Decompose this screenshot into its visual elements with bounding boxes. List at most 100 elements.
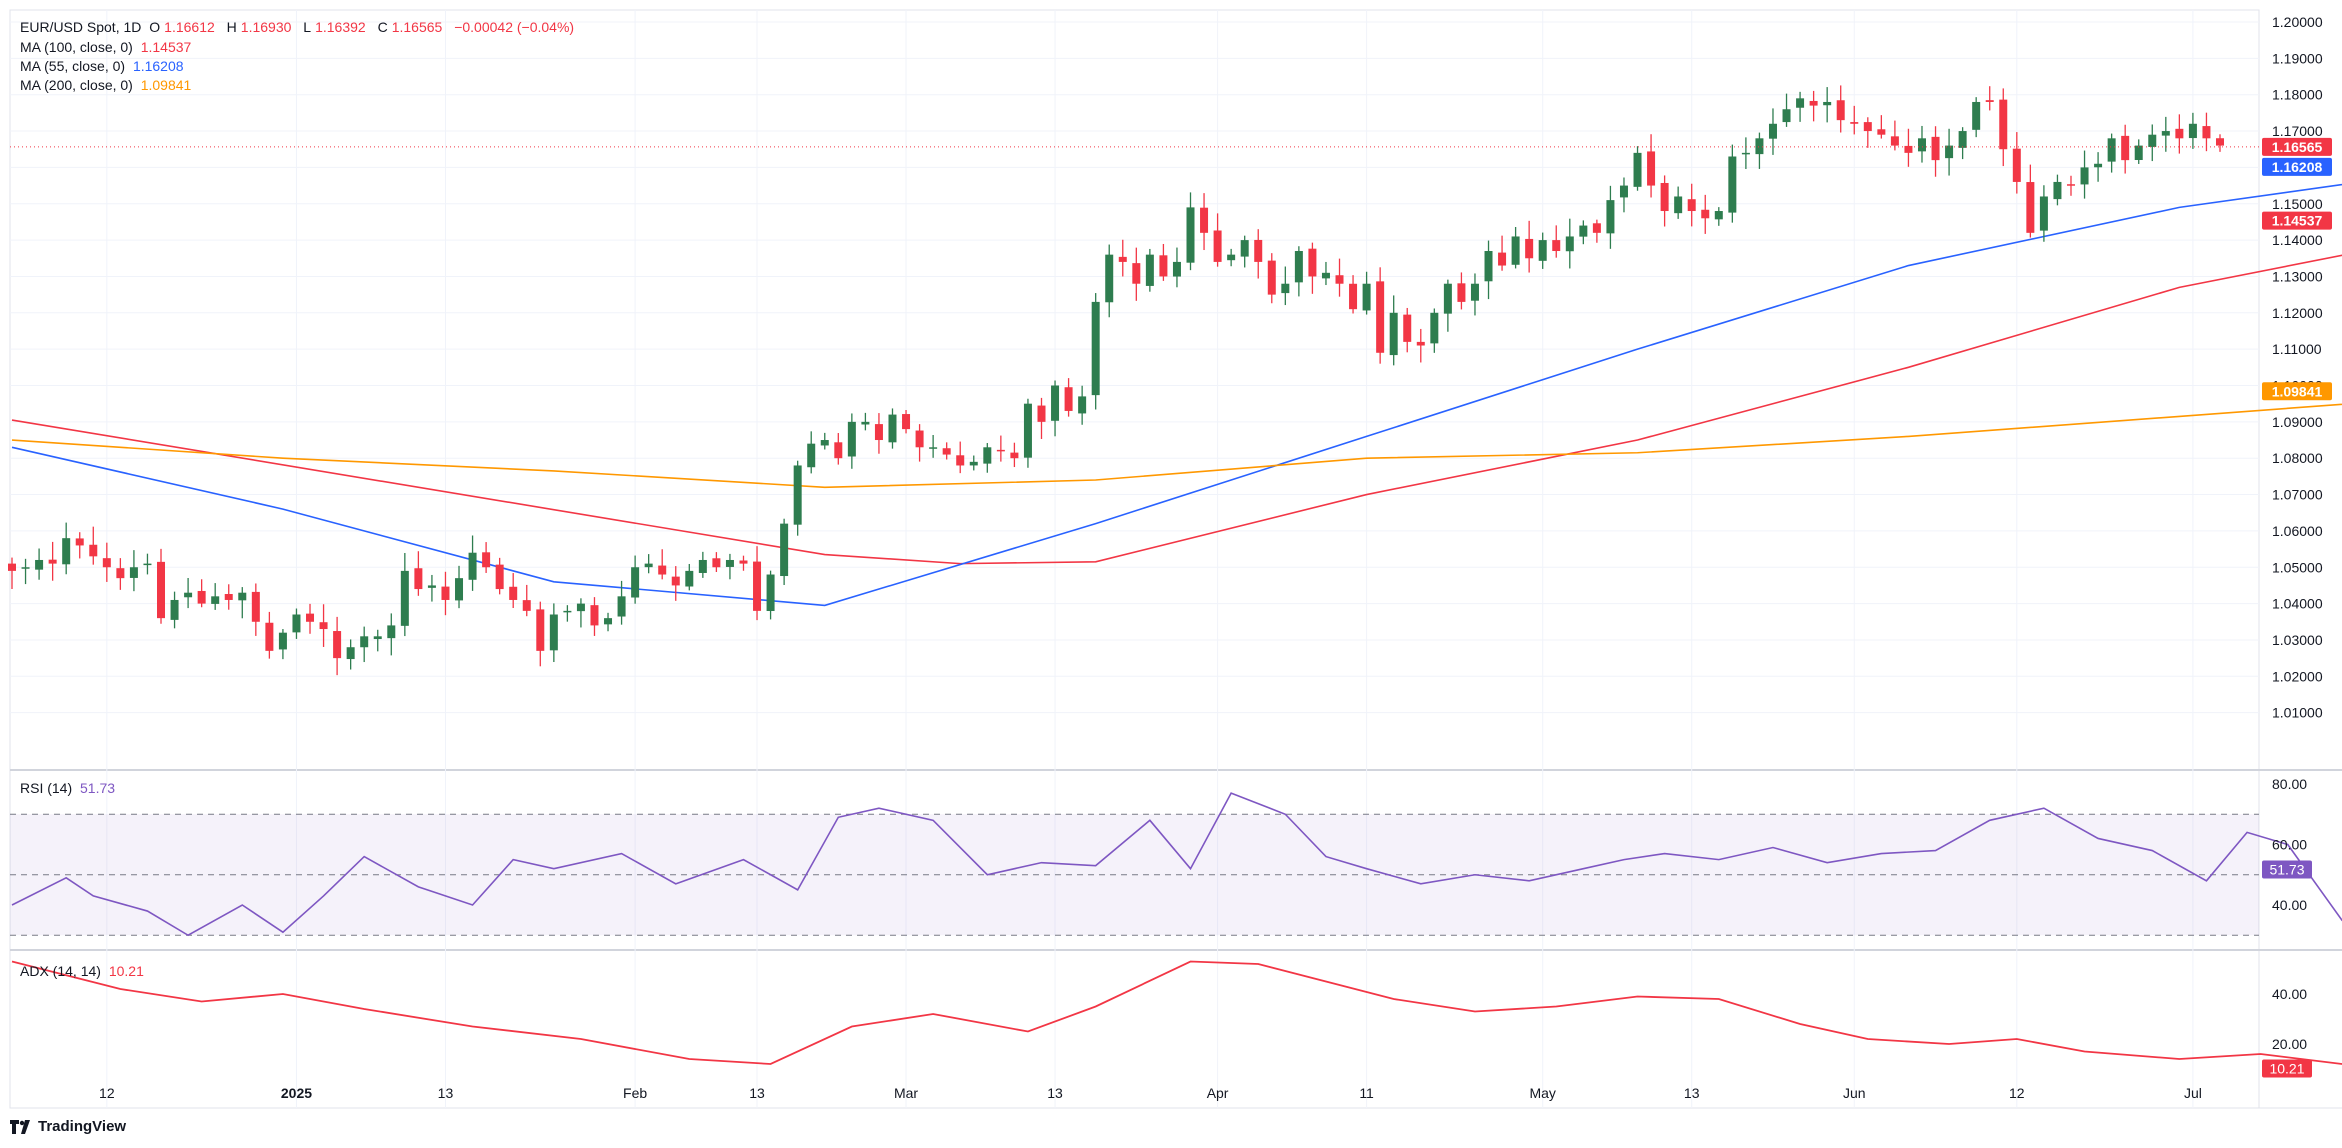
candle-body <box>1308 248 1317 277</box>
x-tick-label: Mar <box>894 1085 918 1101</box>
candle-body <box>1186 207 1195 263</box>
y-tick-label: 1.03000 <box>2272 632 2323 648</box>
candle-body <box>495 564 504 590</box>
candle-body <box>712 558 721 568</box>
candle-body <box>969 461 978 466</box>
candle-body <box>1443 283 1452 314</box>
candle-body <box>1200 207 1209 233</box>
ma200-legend[interactable]: MA (200, close, 0) 1.09841 <box>20 76 195 94</box>
y-tick-label: 1.06000 <box>2272 523 2323 539</box>
candle-body <box>1863 122 1872 132</box>
candle-body <box>21 567 30 569</box>
adx-tick-label: 20.00 <box>2272 1036 2307 1052</box>
rsi-legend[interactable]: RSI (14) 51.73 <box>20 779 119 797</box>
candle-body <box>942 448 951 455</box>
candle-body <box>48 559 57 564</box>
candle-body <box>1267 260 1276 295</box>
candle-body <box>631 567 640 598</box>
candle-body <box>2066 184 2075 186</box>
candle-body <box>1931 136 1940 161</box>
price-label-text: 1.14537 <box>2272 213 2323 229</box>
price-label-box <box>2262 211 2332 230</box>
candle-body <box>387 625 396 639</box>
candle-body <box>617 596 626 617</box>
adx-value-box <box>2262 1059 2312 1078</box>
x-tick-label: 2025 <box>281 1085 312 1101</box>
ma55-legend[interactable]: MA (55, close, 0) 1.16208 <box>20 57 188 75</box>
candle-body <box>956 455 965 466</box>
ma55-value: 1.16208 <box>132 58 184 74</box>
symbol-title[interactable]: EUR/USD Spot, 1D <box>20 19 142 35</box>
adx-label: ADX (14, 14) <box>20 963 101 979</box>
candle-body <box>2134 145 2143 161</box>
candle-body <box>1701 209 1710 219</box>
candle-body <box>1498 252 1507 266</box>
candle-body <box>576 603 585 612</box>
candle-body <box>1579 225 1588 237</box>
candle-body <box>1457 283 1466 302</box>
candle-body <box>1999 99 2008 150</box>
candle-body <box>658 565 667 575</box>
low-label: L <box>303 19 312 35</box>
adx-legend[interactable]: ADX (14, 14) 10.21 <box>20 962 148 980</box>
candle-body <box>509 586 518 600</box>
adx-tick-label: 40.00 <box>2272 986 2307 1002</box>
candle-body <box>1470 283 1479 301</box>
candle-body <box>1958 131 1967 148</box>
candle-body <box>1904 145 1913 153</box>
candle-body <box>1782 109 1791 123</box>
candle-body <box>1741 152 1750 155</box>
moving-average-lines <box>11 183 2342 607</box>
ma100-value: 1.14537 <box>140 39 192 55</box>
tradingview-logo[interactable]: TradingView <box>10 1118 126 1135</box>
ma100-legend[interactable]: MA (100, close, 0) 1.14537 <box>20 38 195 56</box>
candle-body <box>211 596 220 604</box>
candle-body <box>739 560 748 564</box>
candle-body <box>590 605 599 626</box>
grid-lines <box>9 9 2342 1109</box>
candle-body <box>725 559 734 567</box>
candle-body <box>996 449 1005 452</box>
ma-line <box>11 183 2342 607</box>
candle-body <box>1606 200 1615 234</box>
candle-body <box>1796 98 1805 108</box>
candle-body <box>1091 301 1100 396</box>
candle-body <box>1037 405 1046 422</box>
price-label-text: 1.16208 <box>2272 159 2323 175</box>
y-tick-label: 1.07000 <box>2272 487 2323 503</box>
high-label: H <box>226 19 237 35</box>
rsi-pane <box>10 792 2342 937</box>
candle-body <box>1430 312 1439 344</box>
y-tick-label: 1.02000 <box>2272 668 2323 684</box>
price-label-text: 1.09841 <box>2272 383 2323 399</box>
candle-body <box>197 590 206 604</box>
x-tick-label: Apr <box>1207 1085 1229 1101</box>
candle-body <box>2026 182 2035 233</box>
ma-line <box>11 403 2342 489</box>
candle-body <box>2175 128 2184 139</box>
candle-body <box>1850 122 1859 124</box>
x-tick-label: 11 <box>1359 1085 1374 1101</box>
candle-body <box>1078 396 1087 414</box>
axes: 1.200001.190001.180001.170001.160001.150… <box>99 14 2323 1101</box>
candle-body <box>35 559 44 570</box>
candle-body <box>1105 254 1114 303</box>
candle-body <box>278 632 287 650</box>
x-tick-label: Feb <box>623 1085 647 1101</box>
ma200-value: 1.09841 <box>140 77 192 93</box>
candle-body <box>1145 254 1154 286</box>
x-tick-label: 13 <box>438 1085 454 1101</box>
candle-body <box>238 592 247 601</box>
candle-body <box>400 570 409 626</box>
candle-body <box>1538 240 1547 261</box>
candle-body <box>1877 129 1886 135</box>
candle-body <box>2202 126 2211 139</box>
candle-body <box>902 414 911 430</box>
y-tick-label: 1.17000 <box>2272 123 2323 139</box>
rsi-tick-label: 80.00 <box>2272 776 2307 792</box>
candle-body <box>62 538 71 565</box>
y-tick-label: 1.14000 <box>2272 232 2323 248</box>
candle-body <box>1172 261 1181 277</box>
ma55-label: MA (55, close, 0) <box>20 58 126 74</box>
